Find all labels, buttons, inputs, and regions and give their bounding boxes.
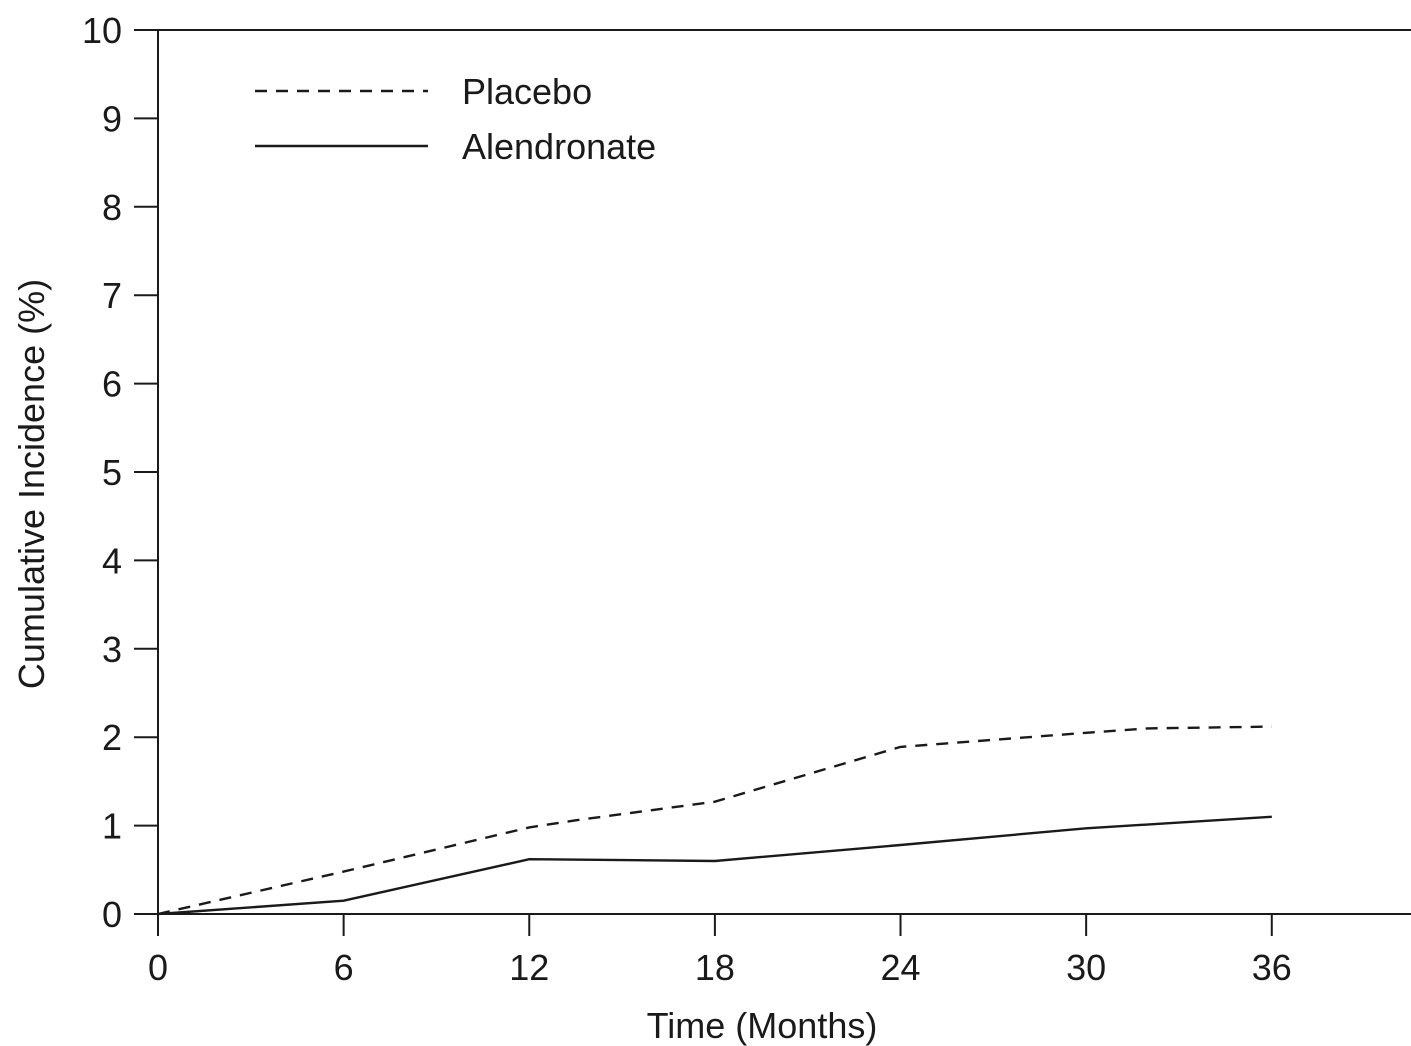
x-tick-label: 12 — [509, 947, 549, 988]
y-tick-label: 1 — [102, 806, 122, 847]
x-tick-label: 0 — [148, 947, 168, 988]
y-ticks: 0 1 2 3 4 5 6 7 8 9 10 — [82, 10, 158, 935]
legend: Placebo Alendronate — [255, 71, 656, 167]
y-tick-label: 8 — [102, 187, 122, 228]
y-tick-label: 9 — [102, 98, 122, 139]
x-tick-label: 30 — [1066, 947, 1106, 988]
y-tick-label: 3 — [102, 629, 122, 670]
y-tick-label: 6 — [102, 364, 122, 405]
y-tick-label: 7 — [102, 275, 122, 316]
legend-label-alendronate: Alendronate — [462, 126, 656, 167]
series-layer — [157, 725, 1272, 916]
y-tick-label: 5 — [102, 452, 122, 493]
y-tick-label: 2 — [102, 717, 122, 758]
y-tick-label: 0 — [102, 894, 122, 935]
y-tick-label: 4 — [102, 540, 122, 581]
y-tick-label: 10 — [82, 10, 122, 51]
x-tick-label: 18 — [695, 947, 735, 988]
x-axis-title: Time (Months) — [647, 1005, 878, 1046]
x-tick-label: 6 — [334, 947, 354, 988]
legend-label-placebo: Placebo — [462, 71, 592, 112]
x-tick-label: 24 — [880, 947, 920, 988]
x-tick-label: 36 — [1252, 947, 1292, 988]
series-line-alendronate — [157, 815, 1272, 916]
y-axis-title: Cumulative Incidence (%) — [11, 279, 52, 689]
x-ticks: 0 6 12 18 24 30 36 — [148, 914, 1292, 988]
series-line-placebo — [157, 725, 1272, 916]
